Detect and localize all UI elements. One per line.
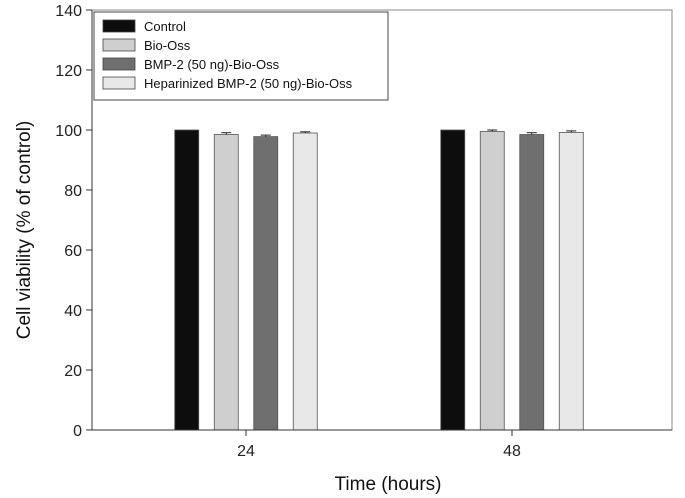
legend-swatch [102,19,136,33]
bar [440,129,466,431]
x-tick-label: 48 [503,443,521,460]
y-tick-label: 60 [64,243,82,260]
y-axis: 0 20 40 60 80 100 120 140 [55,3,93,440]
x-tick-label: 24 [237,443,255,460]
x-axis: 24 48 [92,429,672,460]
legend-swatch [102,76,136,90]
bar [479,131,505,431]
bar [253,136,279,431]
legend-label: Control [144,19,186,34]
y-tick-label: 140 [55,3,82,20]
y-tick-label: 80 [64,183,82,200]
legend: Control Bio-Oss BMP-2 (50 ng)-Bio-Oss Hepar… [93,11,389,101]
y-tick-label: 100 [55,123,82,140]
bar [292,132,318,431]
bar [213,134,239,431]
bar [174,129,200,431]
y-tick-label: 40 [64,303,82,320]
legend-label: Bio-Oss [144,38,191,53]
y-tick-label: 120 [55,63,82,80]
y-axis-title: Cell viability (% of control) [14,121,35,340]
y-tick-label: 0 [73,423,82,440]
y-tick-label: 20 [64,363,82,380]
bar [558,131,584,431]
legend-label: Heparinized BMP-2 (50 ng)-Bio-Oss [144,76,353,91]
legend-box [93,11,389,101]
bar [519,134,545,431]
legend-swatch [102,38,136,52]
legend-swatch [102,57,136,71]
x-axis-title: Time (hours) [335,474,442,495]
bars-group [174,129,584,431]
legend-label: BMP-2 (50 ng)-Bio-Oss [144,57,280,72]
